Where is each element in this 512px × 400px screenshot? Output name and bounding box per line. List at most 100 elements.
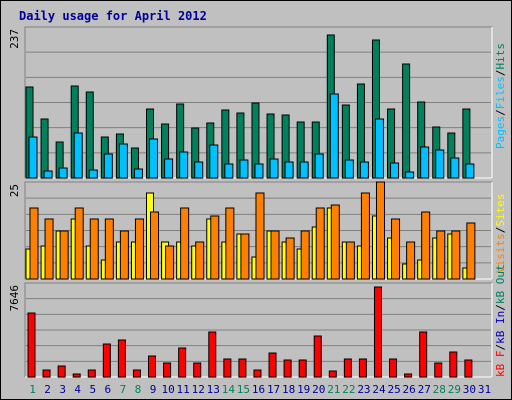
day-label-25: 25 (387, 383, 400, 396)
bar-sites-day-13 (210, 215, 220, 280)
bar-files-day-27 (420, 146, 430, 179)
bar-files-day-4 (73, 132, 83, 179)
bar-kb-f-day-26 (404, 373, 413, 378)
day-label-9: 9 (150, 383, 157, 396)
day-label-21: 21 (327, 383, 340, 396)
bar-kb-f-day-14 (223, 358, 232, 378)
bar-kb-f-day-18 (283, 359, 292, 378)
bar-sites-day-24 (375, 181, 385, 280)
bar-kb-f-day-6 (102, 343, 111, 378)
bar-sites-day-25 (391, 218, 401, 280)
bar-files-day-29 (450, 157, 460, 179)
legend-entry: kB In (494, 311, 507, 344)
day-label-13: 13 (207, 383, 220, 396)
day-label-24: 24 (372, 383, 386, 396)
bar-kb-f-day-24 (373, 286, 382, 378)
bar-sites-day-21 (330, 204, 340, 280)
bar-files-day-5 (88, 169, 98, 179)
legend-entry: Files (494, 76, 507, 109)
bar-sites-day-2 (44, 218, 54, 280)
bar-sites-day-14 (225, 207, 235, 280)
bar-kb-f-day-10 (163, 362, 172, 378)
bar-sites-day-6 (104, 218, 114, 280)
bar-kb-f-day-5 (87, 369, 96, 378)
day-label-7: 7 (120, 383, 127, 396)
bar-kb-f-day-11 (178, 347, 187, 378)
bar-sites-day-27 (421, 211, 431, 280)
bar-files-day-11 (179, 151, 189, 179)
bar-files-day-10 (164, 158, 174, 179)
bar-kb-f-day-8 (132, 369, 141, 378)
bar-sites-day-29 (451, 230, 461, 280)
bar-kb-f-day-21 (328, 370, 337, 378)
day-label-18: 18 (282, 383, 295, 396)
bar-files-day-18 (284, 161, 294, 179)
day-label-27: 27 (418, 383, 431, 396)
day-label-8: 8 (135, 383, 142, 396)
bar-kb-f-day-15 (238, 358, 247, 378)
day-label-22: 22 (342, 383, 355, 396)
bar-files-day-19 (299, 161, 309, 179)
bar-files-day-24 (374, 118, 384, 179)
bar-sites-day-4 (74, 207, 84, 280)
legend-entry: / (494, 109, 507, 116)
bar-kb-f-day-25 (389, 358, 398, 378)
bar-sites-day-20 (315, 207, 325, 280)
bar-sites-day-17 (270, 230, 280, 280)
day-label-20: 20 (312, 383, 325, 396)
bar-sites-day-22 (345, 241, 355, 280)
legend-entry: / (494, 344, 507, 351)
day-label-16: 16 (252, 383, 265, 396)
day-label-26: 26 (403, 383, 416, 396)
day-label-29: 29 (448, 383, 461, 396)
bar-files-day-13 (209, 144, 219, 179)
day-label-12: 12 (192, 383, 205, 396)
bar-files-day-14 (224, 163, 234, 179)
bar-files-day-12 (194, 161, 204, 179)
day-label-5: 5 (89, 383, 96, 396)
bar-kb-f-day-19 (298, 359, 307, 378)
day-label-14: 14 (222, 383, 236, 396)
day-label-19: 19 (297, 383, 310, 396)
bar-files-day-17 (269, 158, 279, 179)
day-label-17: 17 (267, 383, 280, 396)
bar-hits-day-5 (85, 91, 94, 179)
bar-sites-day-3 (59, 230, 69, 280)
bar-sites-day-9 (150, 211, 160, 280)
bar-files-day-8 (133, 168, 143, 179)
day-label-23: 23 (357, 383, 370, 396)
legend-entry: Sites (494, 194, 507, 227)
legend-entry: kB Out (494, 264, 507, 304)
bar-sites-day-10 (165, 245, 175, 280)
bar-kb-f-day-22 (343, 358, 352, 378)
day-label-30: 30 (463, 383, 476, 396)
day-label-4: 4 (74, 383, 81, 396)
bar-files-day-3 (58, 167, 68, 179)
bar-kb-f-day-7 (117, 339, 126, 378)
bar-files-day-20 (314, 153, 324, 179)
bar-sites-day-15 (240, 233, 250, 280)
bar-sites-day-11 (180, 207, 190, 280)
legend-entry: Visits (494, 233, 507, 273)
legend-entry: Pages (494, 116, 507, 149)
bar-sites-day-26 (406, 241, 416, 280)
day-label-10: 10 (161, 383, 174, 396)
bar-hits-day-2 (40, 118, 49, 179)
bar-files-day-26 (405, 171, 415, 179)
y-max-label-1: 25 (8, 184, 21, 197)
bar-files-day-16 (254, 163, 264, 179)
bar-sites-day-18 (285, 237, 295, 280)
bar-sites-day-28 (436, 230, 446, 280)
bar-kb-f-day-13 (208, 331, 217, 378)
bar-files-day-30 (465, 163, 475, 179)
bar-files-day-15 (239, 159, 249, 179)
legend-entry: / (494, 70, 507, 77)
bar-sites-day-19 (300, 230, 310, 280)
bar-kb-f-day-2 (42, 369, 51, 378)
legend-1: Visits/Sites (494, 194, 507, 274)
day-label-2: 2 (44, 383, 51, 396)
bar-kb-f-day-27 (419, 331, 428, 378)
day-label-1: 1 (29, 383, 36, 396)
